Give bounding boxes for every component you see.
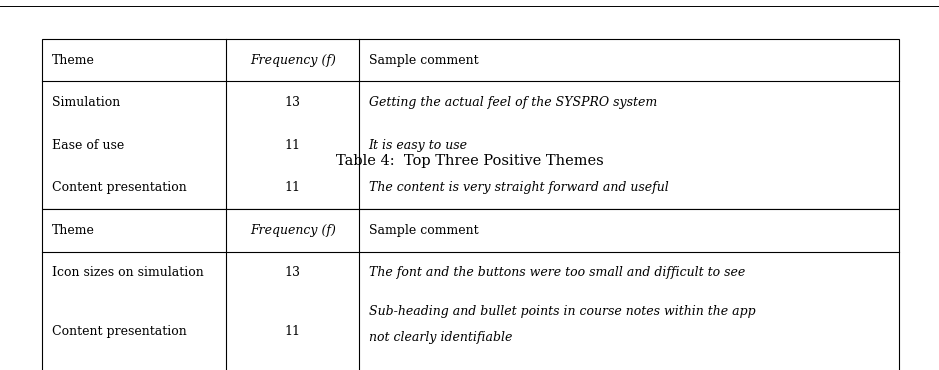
Text: 11: 11: [285, 139, 300, 152]
Text: The content is very straight forward and useful: The content is very straight forward and…: [368, 181, 669, 194]
Text: 13: 13: [285, 266, 300, 279]
Text: Frequency (f): Frequency (f): [250, 54, 335, 67]
Text: Ease of use: Ease of use: [52, 139, 124, 152]
Text: Content presentation: Content presentation: [52, 324, 187, 338]
Text: 11: 11: [285, 181, 300, 194]
Text: Table 4:  Top Three Positive Themes: Table 4: Top Three Positive Themes: [335, 154, 604, 168]
Text: Icon sizes on simulation: Icon sizes on simulation: [52, 266, 204, 279]
Text: Sample comment: Sample comment: [368, 54, 478, 67]
Text: The font and the buttons were too small and difficult to see: The font and the buttons were too small …: [368, 266, 745, 279]
Bar: [42, 39, 899, 209]
Text: Theme: Theme: [52, 224, 95, 237]
Bar: [42, 209, 899, 370]
Text: Theme: Theme: [52, 54, 95, 67]
Text: 11: 11: [285, 324, 300, 338]
Text: 13: 13: [285, 96, 300, 109]
Text: It is easy to use: It is easy to use: [368, 139, 468, 152]
Text: Getting the actual feel of the SYSPRO system: Getting the actual feel of the SYSPRO sy…: [368, 96, 656, 109]
Text: Sub-heading and bullet points in course notes within the app: Sub-heading and bullet points in course …: [368, 305, 755, 317]
Text: not clearly identifiable: not clearly identifiable: [368, 331, 512, 344]
Text: Content presentation: Content presentation: [52, 181, 187, 194]
Text: Frequency (f): Frequency (f): [250, 224, 335, 237]
Text: Simulation: Simulation: [52, 96, 120, 109]
Text: Sample comment: Sample comment: [368, 224, 478, 237]
